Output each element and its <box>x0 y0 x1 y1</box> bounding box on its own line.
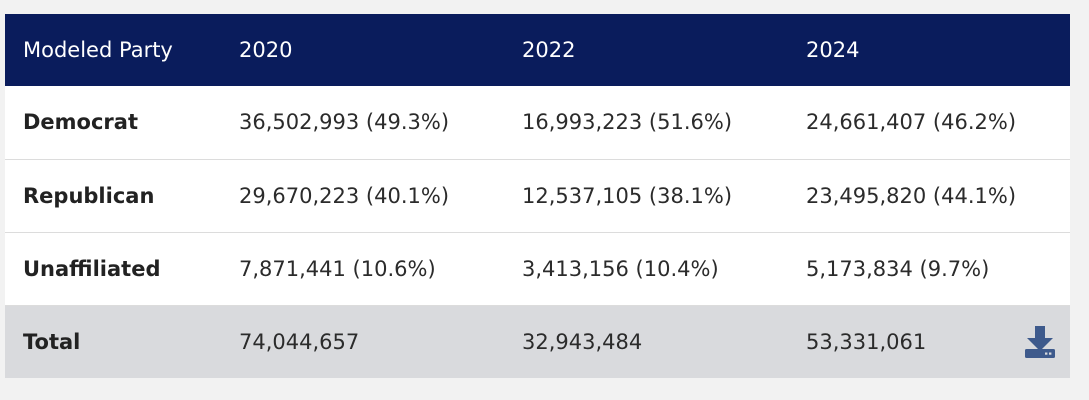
table-header: Modeled Party 2020 2022 2024 <box>5 14 1070 86</box>
party-name-democrat: Democrat <box>23 110 138 135</box>
party-name-unaffiliated: Unaffiliated <box>23 256 161 281</box>
total-row: Total 74,044,657 32,943,484 53,331,061 <box>5 305 1070 378</box>
cell-democrat-2022: 16,993,223 (51.6%) <box>522 110 733 135</box>
cell-unaffiliated-2024: 5,173,834 (9.7%) <box>806 256 990 281</box>
modeled-party-table: Modeled Party 2020 2022 2024 Democrat 36… <box>5 14 1070 378</box>
table-row: Democrat 36,502,993 (49.3%) 16,993,223 (… <box>5 86 1070 159</box>
cell-unaffiliated-2020: 7,871,441 (10.6%) <box>239 256 436 281</box>
header-2022: 2022 <box>522 38 576 62</box>
cell-republican-2020: 29,670,223 (40.1%) <box>239 183 450 208</box>
header-row: Modeled Party 2020 2022 2024 <box>5 14 1070 86</box>
cell-unaffiliated-2022: 3,413,156 (10.4%) <box>522 256 719 281</box>
total-2024: 53,331,061 <box>806 329 927 354</box>
header-2020: 2020 <box>239 38 293 62</box>
header-modeled-party: Modeled Party <box>23 38 173 62</box>
cell-republican-2022: 12,537,105 (38.1%) <box>522 183 733 208</box>
table-row: Unaffiliated 7,871,441 (10.6%) 3,413,156… <box>5 232 1070 305</box>
party-name-republican: Republican <box>23 183 155 208</box>
cell-democrat-2024: 24,661,407 (46.2%) <box>806 110 1017 135</box>
total-2022: 32,943,484 <box>522 329 643 354</box>
party-table-container: Modeled Party 2020 2022 2024 Democrat 36… <box>5 14 1070 378</box>
cell-republican-2024: 23,495,820 (44.1%) <box>806 183 1017 208</box>
table-body: Democrat 36,502,993 (49.3%) 16,993,223 (… <box>5 86 1070 378</box>
cell-democrat-2020: 36,502,993 (49.3%) <box>239 110 450 135</box>
total-2020: 74,044,657 <box>239 329 360 354</box>
total-label: Total <box>23 329 81 354</box>
header-2024: 2024 <box>806 38 860 62</box>
download-icon[interactable] <box>1024 325 1056 359</box>
table-row: Republican 29,670,223 (40.1%) 12,537,105… <box>5 159 1070 232</box>
total-2024-cell: 53,331,061 <box>788 305 1070 378</box>
download-icon-graphic <box>1025 325 1055 358</box>
